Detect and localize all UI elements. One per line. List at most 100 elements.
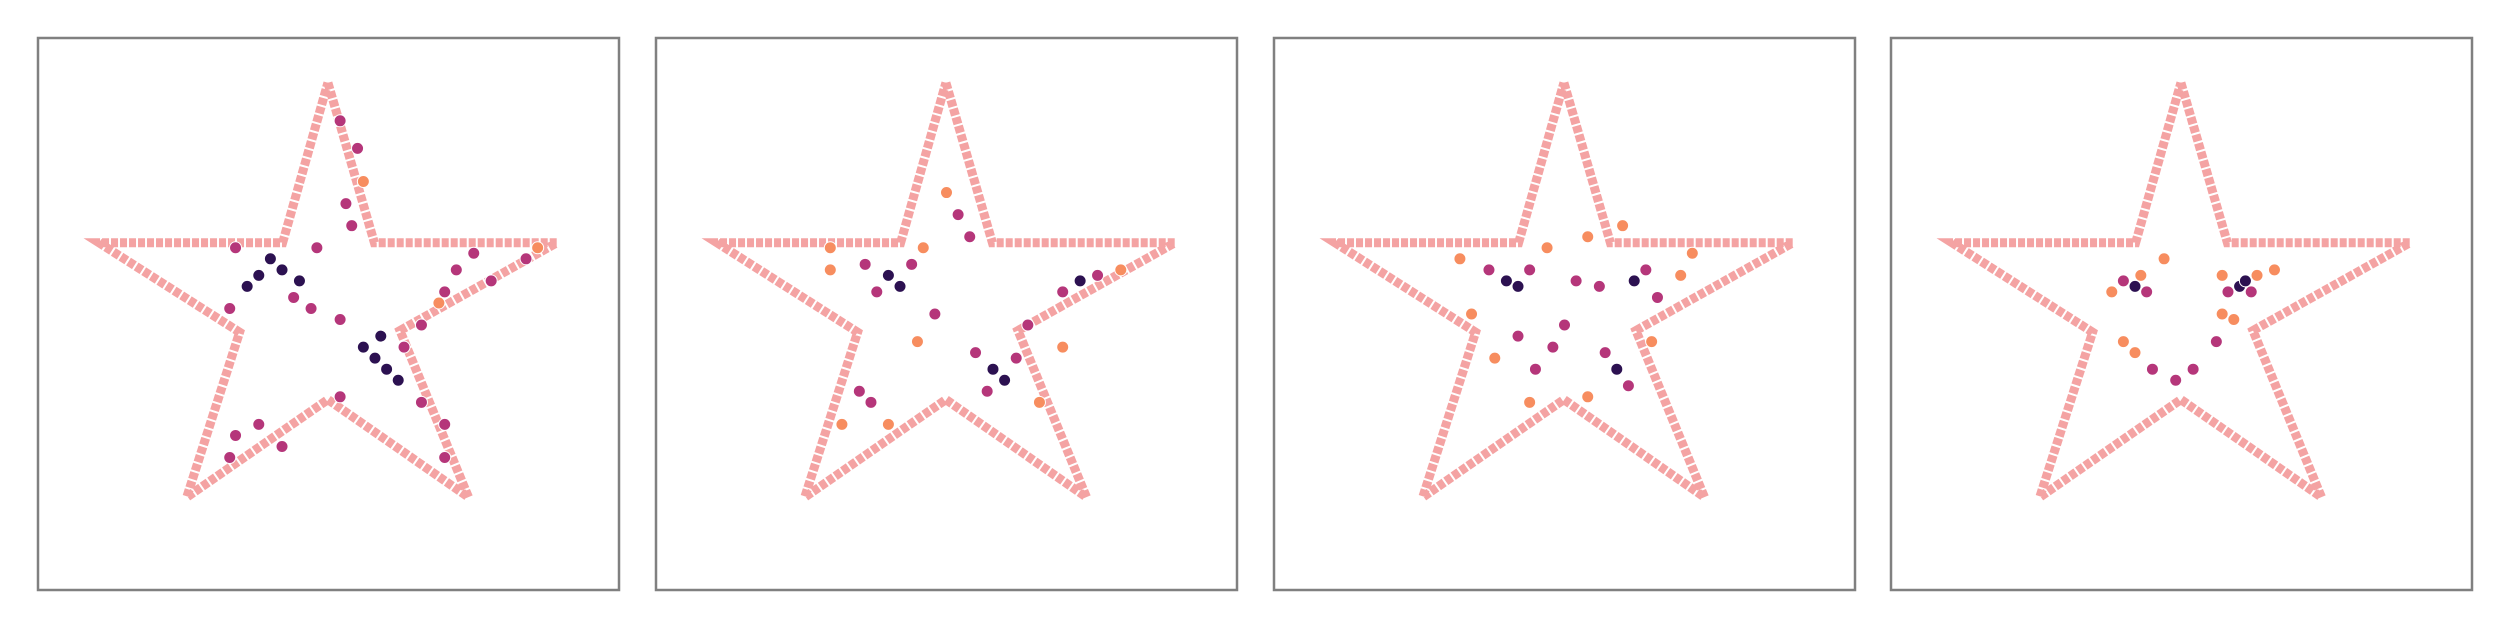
scatter-point <box>1482 263 1496 277</box>
scatter-point <box>1558 318 1571 332</box>
scatter-point <box>333 390 347 404</box>
scatter-point <box>356 175 370 189</box>
scatter-point <box>1453 252 1467 266</box>
scatter-point <box>351 141 365 155</box>
scatter-point <box>905 257 919 271</box>
scatter-point <box>1546 340 1560 354</box>
scatter-point <box>339 197 353 211</box>
scatter-point <box>2169 373 2183 387</box>
panel <box>654 36 1239 592</box>
scatter-point <box>1056 285 1070 299</box>
scatter-point <box>2209 335 2223 349</box>
scatter-point <box>374 329 388 343</box>
scatter-point <box>1499 274 1513 288</box>
scatter-point <box>1511 329 1525 343</box>
scatter-point <box>304 301 318 315</box>
panel <box>1272 36 1857 592</box>
panel-frame <box>1272 36 1857 592</box>
scatter-point <box>2140 285 2154 299</box>
scatter-point <box>1592 279 1606 293</box>
scatter-point <box>519 252 533 266</box>
scatter-point <box>292 274 306 288</box>
scatter-point <box>2128 346 2142 360</box>
scatter-point <box>1645 335 1659 349</box>
scatter-point <box>1032 395 1046 409</box>
scatter-point <box>333 114 347 128</box>
star-outline <box>1936 81 2428 510</box>
scatter-point <box>287 290 301 304</box>
scatter-point <box>1610 362 1624 376</box>
scatter-point <box>940 186 953 200</box>
scatter-point <box>223 301 237 315</box>
scatter-point <box>1569 274 1583 288</box>
scatter-point <box>2145 362 2159 376</box>
scatter-point <box>345 219 359 233</box>
scatter-point <box>835 417 849 431</box>
scatter-point <box>1523 263 1537 277</box>
scatter-point <box>2221 285 2235 299</box>
scatter-point <box>531 241 545 255</box>
scatter-point <box>414 318 428 332</box>
panel-frame <box>1889 36 2474 592</box>
scatter-point <box>998 373 1012 387</box>
scatter-point <box>2267 263 2281 277</box>
scatter-point <box>951 208 965 222</box>
scatter-point <box>2244 285 2258 299</box>
scatter-point <box>333 313 347 327</box>
panel <box>36 36 621 592</box>
scatter-point <box>438 451 452 465</box>
scatter-point <box>1009 351 1023 365</box>
scatter-point <box>380 362 394 376</box>
scatter-point <box>864 395 878 409</box>
scatter-point <box>252 268 266 282</box>
scatter-point <box>2128 279 2142 293</box>
scatter-point <box>275 439 289 453</box>
scatter-point <box>1528 362 1542 376</box>
star-outline <box>83 81 575 510</box>
panel-frame <box>654 36 1239 592</box>
scatter-point <box>484 274 498 288</box>
scatter-point <box>438 285 452 299</box>
scatter-point <box>2134 268 2148 282</box>
scatter-point <box>1021 318 1035 332</box>
scatter-point <box>823 263 837 277</box>
scatter-point <box>2250 268 2264 282</box>
scatter-point <box>414 395 428 409</box>
scatter-point <box>1685 246 1699 260</box>
scatter-point <box>1598 346 1612 360</box>
scatter-point <box>928 307 942 321</box>
scatter-point <box>910 335 924 349</box>
scatter-point <box>2116 274 2130 288</box>
scatter-point <box>980 384 994 398</box>
scatter-point <box>881 417 895 431</box>
scatter-point <box>858 257 872 271</box>
scatter-point <box>1091 268 1105 282</box>
scatter-point <box>1616 219 1630 233</box>
scatter-point <box>893 279 907 293</box>
scatter-point <box>229 428 243 442</box>
scatter-point <box>449 263 463 277</box>
scatter-point <box>881 268 895 282</box>
scatter-point <box>2186 362 2200 376</box>
scatter-point <box>252 417 266 431</box>
scatter-point <box>2215 268 2229 282</box>
scatter-point <box>1488 351 1502 365</box>
scatter-point <box>916 241 930 255</box>
scatter-point <box>1650 290 1664 304</box>
scatter-point <box>240 279 254 293</box>
scatter-point <box>1581 230 1595 244</box>
scatter-point <box>2215 307 2229 321</box>
scatter-point <box>1639 263 1653 277</box>
scatter-point <box>1056 340 1070 354</box>
scatter-point <box>467 246 481 260</box>
scatter-point <box>263 252 277 266</box>
scatter-point <box>1465 307 1479 321</box>
star-outline <box>701 81 1193 510</box>
scatter-point <box>432 296 446 310</box>
scatter-point <box>223 451 237 465</box>
scatter-point <box>2238 274 2252 288</box>
scatter-point <box>969 346 983 360</box>
scatter-point <box>1540 241 1554 255</box>
scatter-point <box>310 241 324 255</box>
